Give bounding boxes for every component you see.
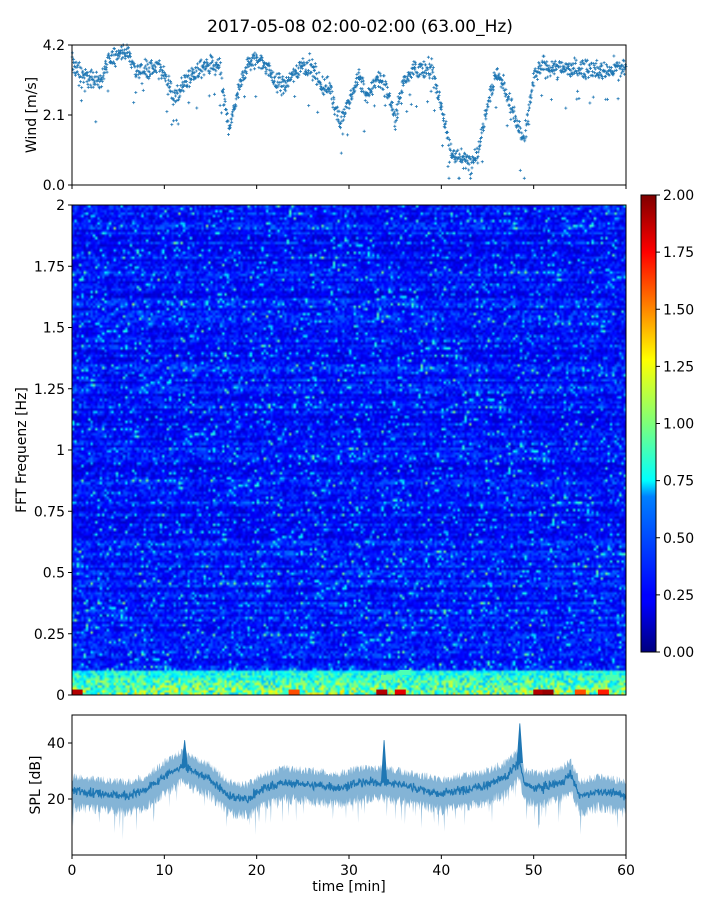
spl-spike [516, 723, 524, 763]
spectrogram-y-tick-label: 0.5 [43, 566, 65, 582]
spectrogram-y-tick-label: 1 [56, 443, 65, 459]
colorbar: 0.00 0.25 0.50 0.75 1.00 1.25 1.50 1.75 2.00 [640, 188, 694, 661]
wind-scatter-series [70, 43, 628, 180]
spl-x-tick-label: 60 [617, 863, 635, 879]
spectrogram-hot-spot [533, 689, 545, 695]
spl-spike [181, 740, 188, 767]
spectrogram-hot-spot [394, 689, 406, 695]
colorbar-tick-label: 0.75 [663, 474, 694, 490]
spectrogram-heatmap [72, 205, 626, 695]
colorbar-tick-label: 0.50 [663, 531, 694, 547]
figure-title: 2017-05-08 02:00-02:00 (63.00_Hz) [207, 17, 513, 37]
wind-y-tick-label: 0.0 [43, 178, 65, 194]
wind-panel: 0.0 2.1 4.2 Wind [m/s] [24, 38, 628, 194]
spectrogram-panel: 0 0.25 0.5 0.75 1 1.25 1.5 1.75 2 FFT Frequenz [… [14, 198, 627, 704]
spectrogram-hot-spot [71, 689, 83, 695]
spl-spike [380, 740, 388, 783]
x-axis-label: time [min] [312, 879, 385, 895]
spectrogram-y-ticks: 0 0.25 0.5 0.75 1 1.25 1.5 1.75 2 [34, 198, 72, 704]
spectrogram-hot-spot [288, 689, 300, 695]
colorbar-ticks: 0.00 0.25 0.50 0.75 1.00 1.25 1.50 1.75 2.00 [656, 188, 694, 661]
colorbar-tick-label: 1.00 [663, 417, 694, 433]
wind-points [70, 43, 628, 180]
spectrogram-hot-spot [542, 689, 554, 695]
spl-line [71, 758, 627, 804]
colorbar-tick-label: 1.25 [663, 359, 694, 375]
spl-x-tick-label: 10 [155, 863, 173, 879]
spectrogram-hot-spot [597, 689, 609, 695]
spl-y-tick-label: 20 [47, 792, 65, 808]
spectrogram-hot-spot [399, 669, 411, 675]
colorbar-tick-label: 1.75 [663, 245, 694, 261]
colorbar-tick-label: 2.00 [663, 188, 694, 204]
spl-x-tick-label: 20 [248, 863, 266, 879]
spectrogram-y-tick-label: 1.75 [34, 259, 65, 275]
wind-y-tick-label: 4.2 [43, 38, 65, 54]
spl-x-ticks: 0 10 20 30 40 50 60 [68, 855, 635, 879]
spectrogram-hot-spot [607, 674, 619, 680]
spl-x-tick-label: 30 [340, 863, 358, 879]
wind-x-ticks [71, 185, 627, 189]
spl-y-tick-label: 40 [47, 736, 65, 752]
colorbar-tick-label: 1.50 [663, 302, 694, 318]
spectrogram-y-tick-label: 0.25 [34, 627, 65, 643]
spl-series [71, 723, 627, 840]
spectrogram-y-tick-label: 0 [56, 688, 65, 704]
spl-x-tick-label: 0 [68, 863, 77, 879]
spectrogram-hot-spot [574, 689, 586, 695]
colorbar-scale [640, 194, 657, 653]
spl-envelope [72, 745, 626, 840]
spectrogram-hot-spot [380, 674, 392, 680]
colorbar-tick-label: 0.00 [663, 645, 694, 661]
spl-y-axis-label: SPL [dB] [28, 756, 44, 815]
spectrogram-y-tick-label: 0.75 [34, 504, 65, 520]
wind-y-tick-label: 2.1 [43, 108, 65, 124]
spectrogram-y-tick-label: 1.5 [43, 321, 65, 337]
spl-x-tick-label: 40 [432, 863, 450, 879]
colorbar-tick-label: 0.25 [663, 588, 694, 604]
spectrogram-y-tick-label: 2 [56, 198, 65, 214]
spectrogram-hot-spots [71, 669, 619, 695]
spectrogram-y-tick-label: 1.25 [34, 382, 65, 398]
wind-y-axis-label: Wind [m/s] [24, 77, 40, 153]
wind-y-ticks: 0.0 2.1 4.2 [43, 38, 72, 194]
spectrogram-y-axis-label: FFT Frequenz [Hz] [14, 387, 30, 513]
spl-x-tick-label: 50 [525, 863, 543, 879]
spectrogram-hot-spot [376, 689, 388, 695]
